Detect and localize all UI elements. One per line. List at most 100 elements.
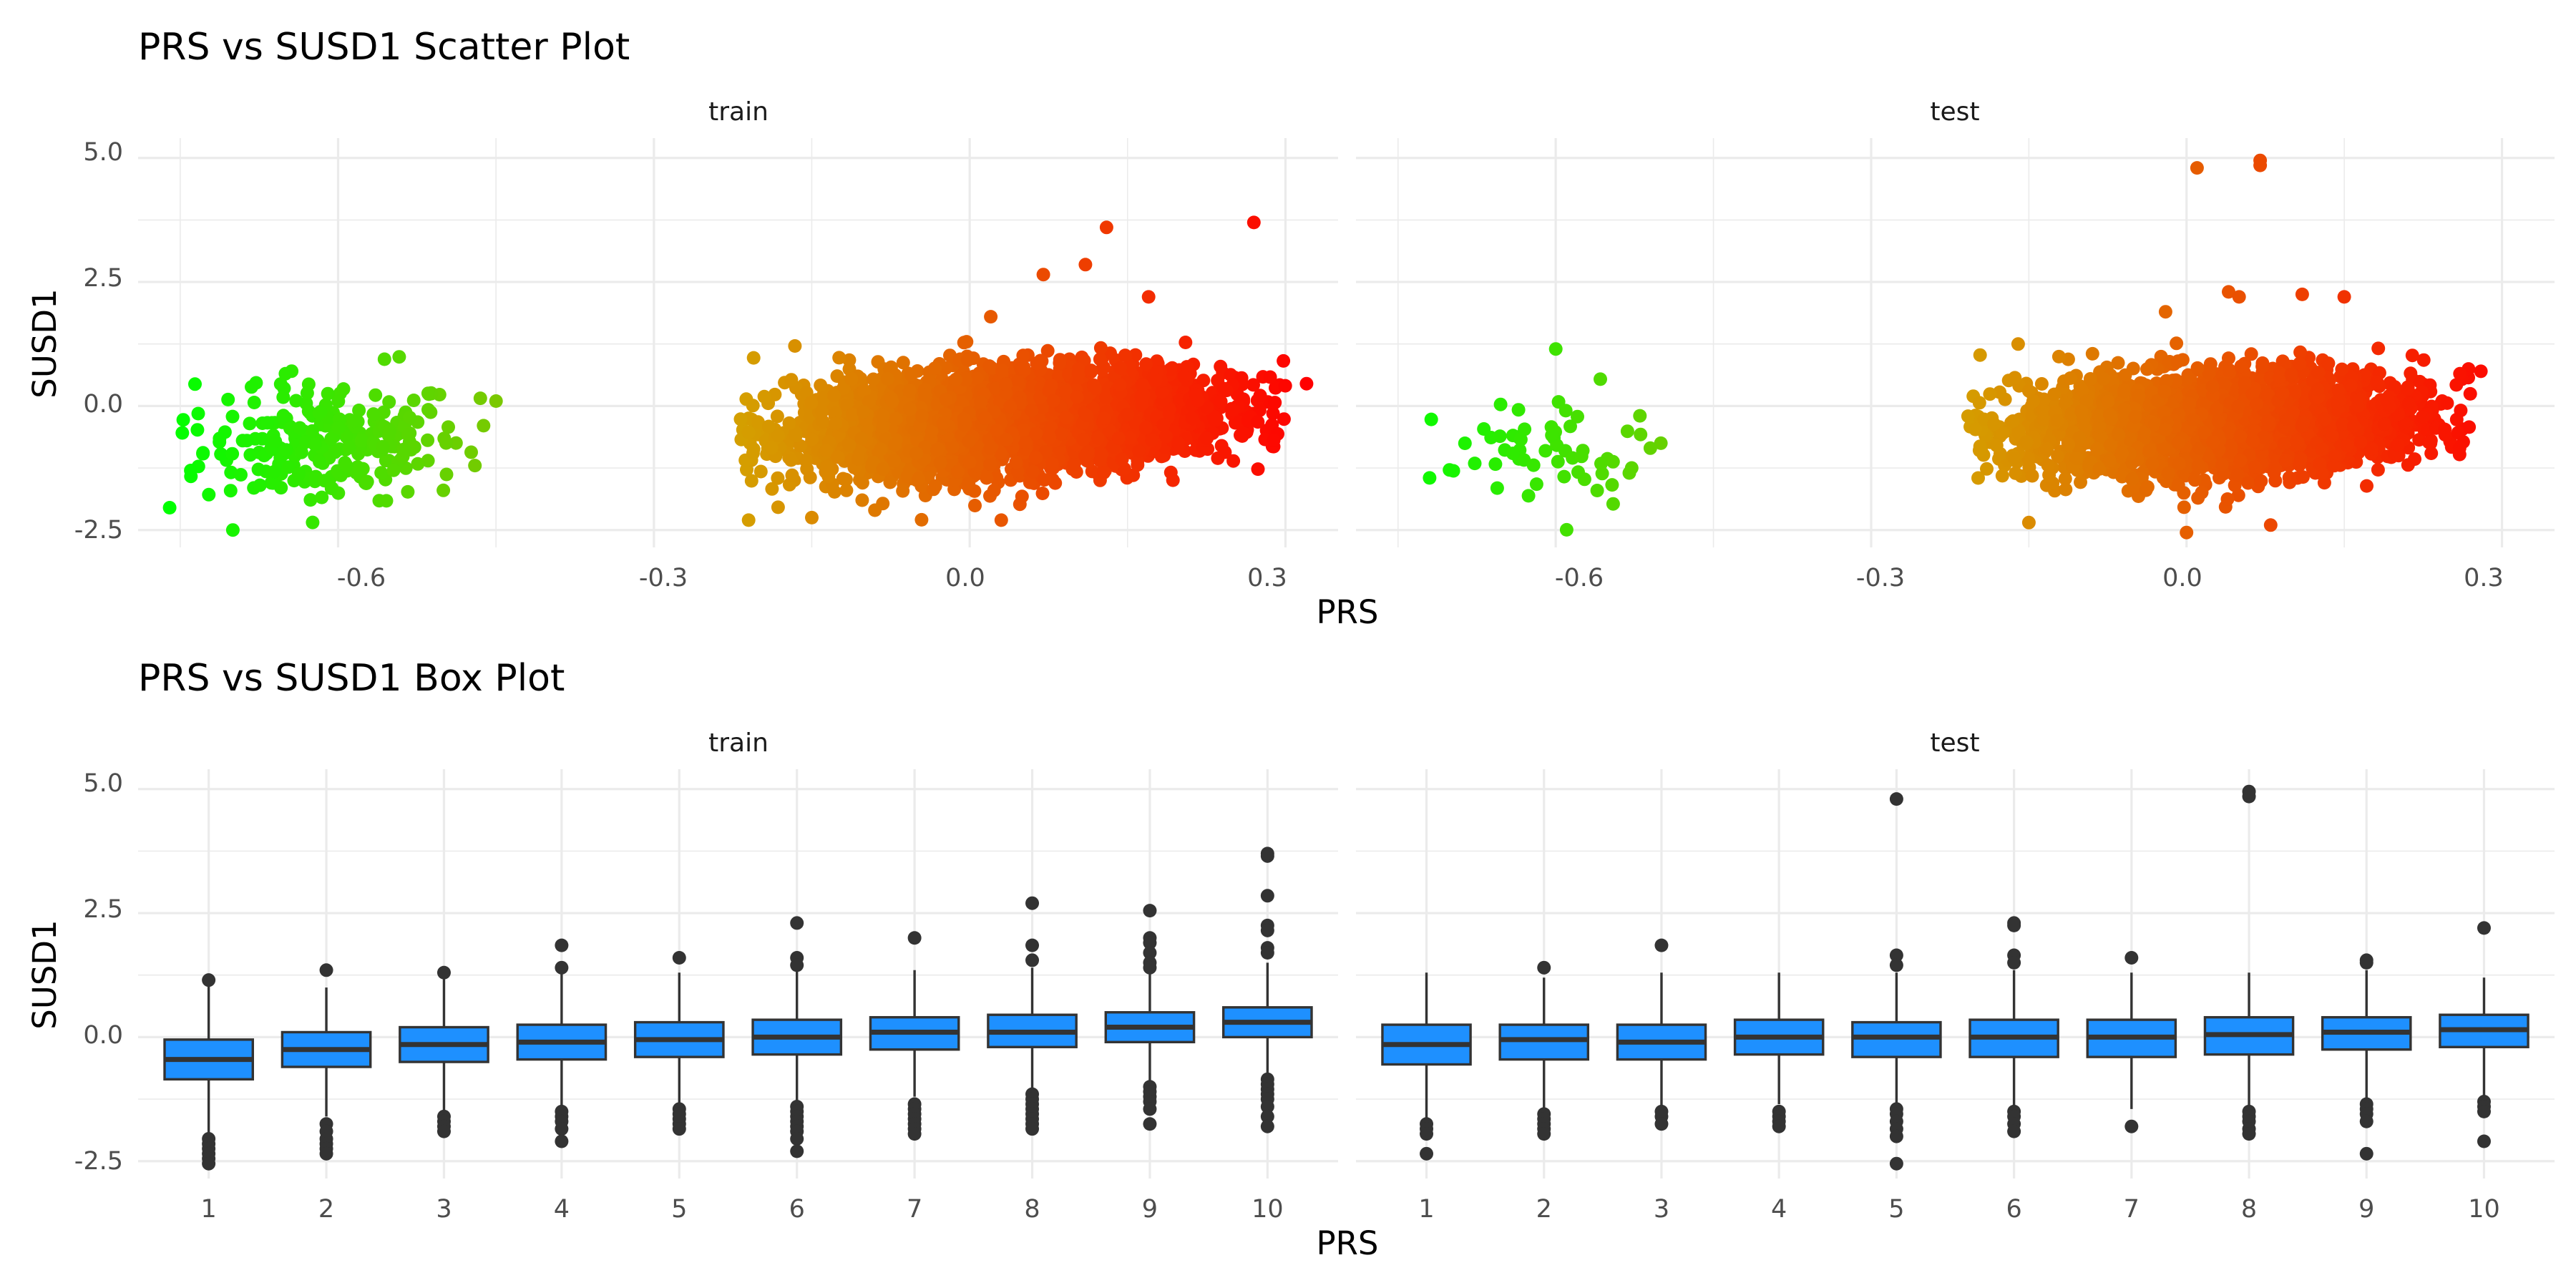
- scatter-point: [962, 434, 976, 449]
- scatter-point: [342, 441, 356, 455]
- scatter-point: [2371, 341, 2386, 356]
- scatter-point: [842, 353, 857, 367]
- scatter-point: [1080, 409, 1094, 422]
- scatter-point: [1015, 489, 1029, 504]
- scatter-point: [396, 442, 411, 457]
- scatter-point: [300, 386, 314, 400]
- scatter-point: [1179, 336, 1193, 349]
- scatter-point: [832, 351, 847, 365]
- scatter-point: [421, 386, 435, 401]
- scatter-point: [1218, 445, 1232, 459]
- scatter-point: [1633, 409, 1647, 423]
- scatter-point: [175, 426, 190, 440]
- scatter-point: [355, 434, 369, 447]
- scatter-point: [1277, 353, 1291, 368]
- scatter-point: [1513, 432, 1528, 447]
- scatter-point: [279, 443, 293, 457]
- scatter-point: [999, 432, 1013, 447]
- scatter-point: [1995, 469, 2009, 483]
- scatter-point: [225, 409, 240, 424]
- scatter-point: [1189, 387, 1203, 401]
- scatter-point: [315, 490, 329, 504]
- scatter-point: [291, 467, 306, 481]
- scatter-point: [2177, 500, 2191, 514]
- scatter-point: [939, 392, 953, 406]
- scatter-point: [1145, 433, 1159, 447]
- scatter-point: [278, 366, 293, 381]
- scatter-point: [1468, 457, 1482, 471]
- scatter-point: [1010, 374, 1025, 388]
- scatter-point: [1159, 429, 1174, 444]
- scatter-point: [260, 416, 275, 430]
- scatter-point: [1035, 487, 1050, 500]
- scatter-point: [406, 394, 421, 407]
- scatter-point: [960, 353, 975, 367]
- scatter-point: [1040, 343, 1055, 358]
- scatter-point: [1093, 352, 1107, 366]
- scatter-point: [403, 411, 417, 424]
- scatter-point: [902, 384, 917, 398]
- scatter-point: [306, 515, 320, 530]
- scatter-point: [436, 483, 451, 497]
- scatter-point: [253, 478, 267, 492]
- scatter-point: [887, 454, 902, 468]
- scatter-point: [851, 452, 865, 466]
- scatter-point: [949, 372, 963, 386]
- scatter-point: [268, 434, 283, 449]
- scatter-point: [1097, 411, 1111, 425]
- scatter-point: [386, 463, 401, 477]
- scatter-point: [900, 469, 914, 484]
- scatter-point: [268, 464, 281, 479]
- scatter-point: [819, 444, 834, 458]
- scatter-point: [978, 411, 992, 425]
- scatter-strip-train: train: [708, 97, 769, 127]
- scatter-point: [266, 476, 280, 490]
- scatter-point: [803, 470, 817, 484]
- scatter-point: [889, 411, 903, 426]
- scatter-point: [855, 493, 869, 507]
- scatter-point: [1132, 444, 1146, 458]
- scatter-point: [1067, 457, 1081, 472]
- scatter-point: [782, 416, 796, 430]
- scatter-point: [225, 523, 240, 537]
- scatter-point: [2454, 404, 2468, 418]
- scatter-point: [1018, 435, 1033, 449]
- scatter-point: [1113, 378, 1127, 392]
- scatter-point: [1038, 473, 1051, 487]
- scatter-point: [273, 377, 288, 391]
- scatter-point: [213, 431, 227, 446]
- scatter-point: [829, 416, 843, 431]
- scatter-point: [441, 420, 455, 434]
- scatter-point: [1156, 418, 1171, 432]
- scatter-point: [1590, 484, 1604, 497]
- scatter-point: [857, 405, 871, 419]
- scatter-point: [764, 441, 779, 455]
- scatter-point: [2085, 346, 2099, 361]
- scatter-point: [914, 409, 929, 423]
- scatter-point: [1493, 429, 1507, 444]
- scatter-point: [303, 493, 318, 507]
- scatter-point: [421, 433, 435, 447]
- scatter-point: [331, 394, 346, 409]
- scatter-point: [1023, 475, 1037, 489]
- scatter-point: [176, 413, 190, 427]
- scatter-point: [876, 409, 890, 423]
- scatter-point: [245, 380, 258, 394]
- scatter-point: [839, 483, 854, 497]
- scatter-point: [336, 382, 351, 396]
- scatter-point: [1443, 463, 1457, 477]
- scatter-point: [1076, 432, 1091, 447]
- scatter-point: [962, 455, 977, 469]
- scatter-point: [1277, 412, 1291, 426]
- scatter-point: [770, 409, 784, 424]
- scatter-point: [1029, 451, 1043, 465]
- scatter-points-train: [162, 215, 1314, 537]
- scatter-point: [1521, 489, 1536, 503]
- scatter-point: [411, 457, 425, 471]
- scatter-point: [789, 429, 803, 443]
- scatter-point: [1009, 455, 1023, 469]
- scatter-point: [753, 464, 768, 479]
- scatter-point: [1046, 394, 1060, 408]
- scatter-point: [933, 456, 947, 469]
- scatter-point: [162, 501, 177, 514]
